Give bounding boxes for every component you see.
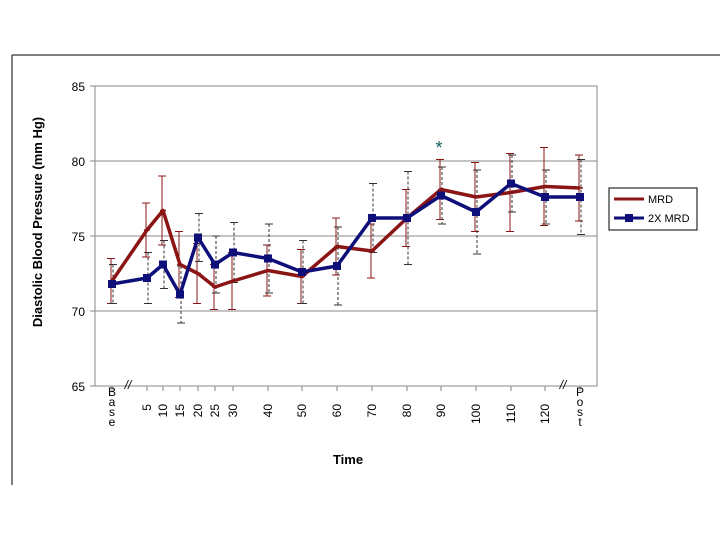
x-tick-label-80: 80 <box>400 404 414 418</box>
legend-label-2x-mrd: 2X MRD <box>648 213 690 225</box>
point-2x-mrd-8 <box>298 268 306 276</box>
x-tick-label-30: 30 <box>226 404 240 418</box>
point-2x-mrd-6 <box>229 248 237 257</box>
x-tick-label-70: 70 <box>365 404 379 418</box>
y-tick-label-75: 75 <box>72 230 86 244</box>
x-tick-label-10: 10 <box>156 404 170 418</box>
y-tick-label-65: 65 <box>72 380 86 394</box>
series-line-layer <box>108 179 584 299</box>
significance-asterisk: * <box>435 138 442 158</box>
point-2x-mrd-16 <box>576 193 584 201</box>
point-2x-mrd-7 <box>264 254 272 263</box>
point-2x-mrd-11 <box>403 214 411 222</box>
x-tick-label-15: 15 <box>173 404 187 418</box>
tick-label-layer: 65 70 75 80 85 B a s e 5 10 15 20 25 30 40 50 60 70 80 90 100… <box>72 80 584 429</box>
axis-break-marker-right: // <box>559 378 568 392</box>
x-tick-label-20: 20 <box>191 404 205 418</box>
legend-marker-2x-mrd <box>625 214 633 222</box>
x-tick-label-5: 5 <box>140 404 154 411</box>
point-2x-mrd-10 <box>368 214 376 222</box>
x-tick-label-40: 40 <box>261 404 275 418</box>
x-tick-label-100: 100 <box>469 404 483 424</box>
grid-layer <box>90 85 597 391</box>
point-2x-mrd-12 <box>437 191 445 200</box>
y-tick-label-70: 70 <box>72 305 86 319</box>
point-2x-mrd-4 <box>194 233 202 242</box>
point-2x-mrd-1 <box>143 274 151 282</box>
y-tick-label-80: 80 <box>72 155 86 169</box>
legend: MRD 2X MRD <box>608 187 698 231</box>
x-axis-title: Time <box>333 452 363 467</box>
point-2x-mrd-14 <box>507 179 515 188</box>
point-2x-mrd-2 <box>159 260 167 269</box>
legend-label-mrd: MRD <box>648 194 673 206</box>
x-tick-label-120: 120 <box>538 404 552 424</box>
point-2x-mrd-15 <box>541 193 549 201</box>
x-tick-label-60: 60 <box>330 404 344 418</box>
axis-break-marker-left: // <box>124 378 133 392</box>
plot-area <box>94 85 598 387</box>
y-tick-label-85: 85 <box>72 80 86 94</box>
point-2x-mrd-5 <box>211 260 219 269</box>
point-2x-mrd-13 <box>472 208 480 216</box>
x-tick-label-110: 110 <box>504 404 518 423</box>
x-tick-label-25: 25 <box>208 404 222 418</box>
point-2x-mrd-0 <box>108 280 116 288</box>
point-2x-mrd-9 <box>333 262 341 270</box>
x-tick-label-90: 90 <box>434 404 448 418</box>
legend-box <box>608 187 698 231</box>
point-2x-mrd-3 <box>176 290 184 299</box>
x-tick-label-50: 50 <box>295 404 309 418</box>
y-axis-title: Diastolic Blood Pressure (mm Hg) <box>30 117 45 327</box>
